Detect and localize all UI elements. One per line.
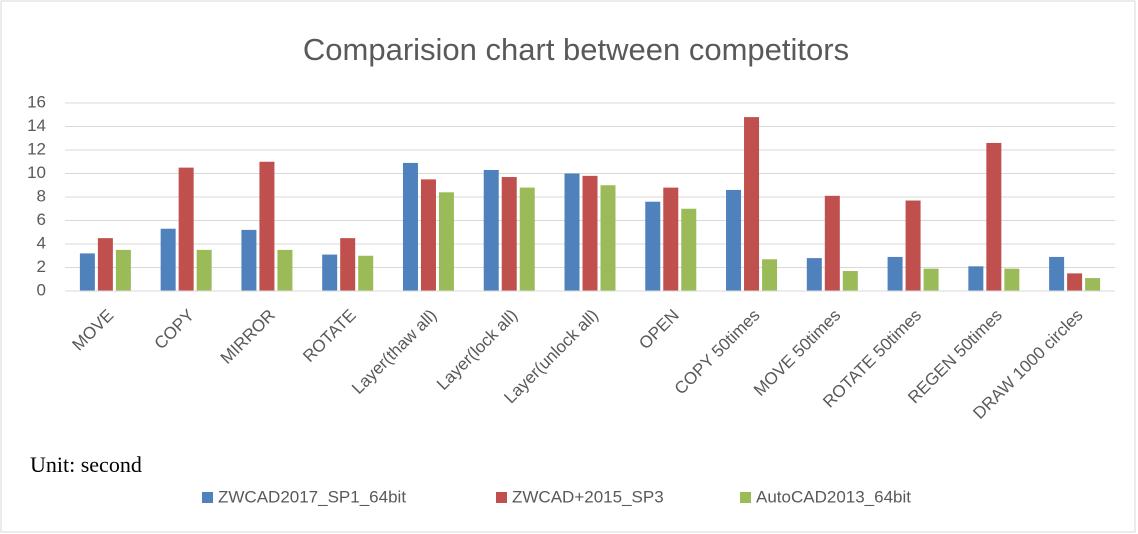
bar bbox=[968, 266, 984, 291]
bar bbox=[115, 249, 131, 291]
bar bbox=[259, 161, 275, 291]
bar bbox=[923, 268, 939, 291]
bar bbox=[358, 255, 374, 291]
bar bbox=[905, 200, 921, 291]
bar bbox=[241, 229, 257, 291]
bar bbox=[1085, 278, 1101, 291]
bar bbox=[501, 177, 517, 291]
legend-label: ZWCAD+2015_SP3 bbox=[512, 487, 664, 506]
bar bbox=[1049, 256, 1065, 291]
bar bbox=[681, 208, 697, 291]
unit-note: Unit: second bbox=[30, 452, 142, 477]
bar bbox=[340, 238, 356, 291]
bar bbox=[420, 179, 436, 291]
bar bbox=[322, 254, 338, 291]
bar bbox=[1067, 273, 1083, 291]
bar bbox=[986, 142, 1002, 291]
bar bbox=[1004, 268, 1020, 291]
legend-label: AutoCAD2013_64bit bbox=[756, 487, 911, 506]
bar bbox=[178, 167, 194, 291]
bar bbox=[438, 192, 454, 291]
y-tick-label: 6 bbox=[37, 210, 46, 229]
bar bbox=[519, 187, 535, 291]
legend-swatch bbox=[202, 492, 213, 503]
bar bbox=[744, 117, 760, 291]
bar bbox=[582, 175, 598, 291]
bar bbox=[842, 271, 858, 291]
legend-label: ZWCAD2017_SP1_64bit bbox=[218, 487, 406, 506]
y-tick-label: 10 bbox=[27, 163, 46, 182]
bar bbox=[483, 169, 499, 291]
bar bbox=[402, 162, 418, 291]
bar bbox=[196, 249, 212, 291]
legend-swatch bbox=[740, 492, 751, 503]
legend-swatch bbox=[496, 492, 507, 503]
bar bbox=[97, 238, 113, 291]
bar bbox=[824, 195, 840, 291]
y-tick-label: 4 bbox=[37, 233, 46, 252]
y-tick-label: 2 bbox=[37, 257, 46, 276]
bar bbox=[600, 185, 616, 291]
bar bbox=[645, 201, 661, 291]
bar bbox=[277, 249, 293, 291]
bar bbox=[887, 256, 903, 291]
y-tick-label: 16 bbox=[27, 92, 46, 111]
bar bbox=[564, 173, 580, 291]
bar bbox=[762, 259, 778, 291]
bar bbox=[79, 253, 95, 291]
bar bbox=[663, 187, 679, 291]
bar bbox=[806, 258, 822, 291]
y-tick-label: 14 bbox=[27, 116, 46, 135]
y-tick-label: 8 bbox=[37, 186, 46, 205]
y-tick-label: 0 bbox=[37, 280, 46, 299]
y-tick-label: 12 bbox=[27, 139, 46, 158]
chart-title: Comparision chart between competitors bbox=[303, 32, 849, 67]
bar bbox=[160, 228, 176, 291]
bar bbox=[726, 189, 742, 291]
